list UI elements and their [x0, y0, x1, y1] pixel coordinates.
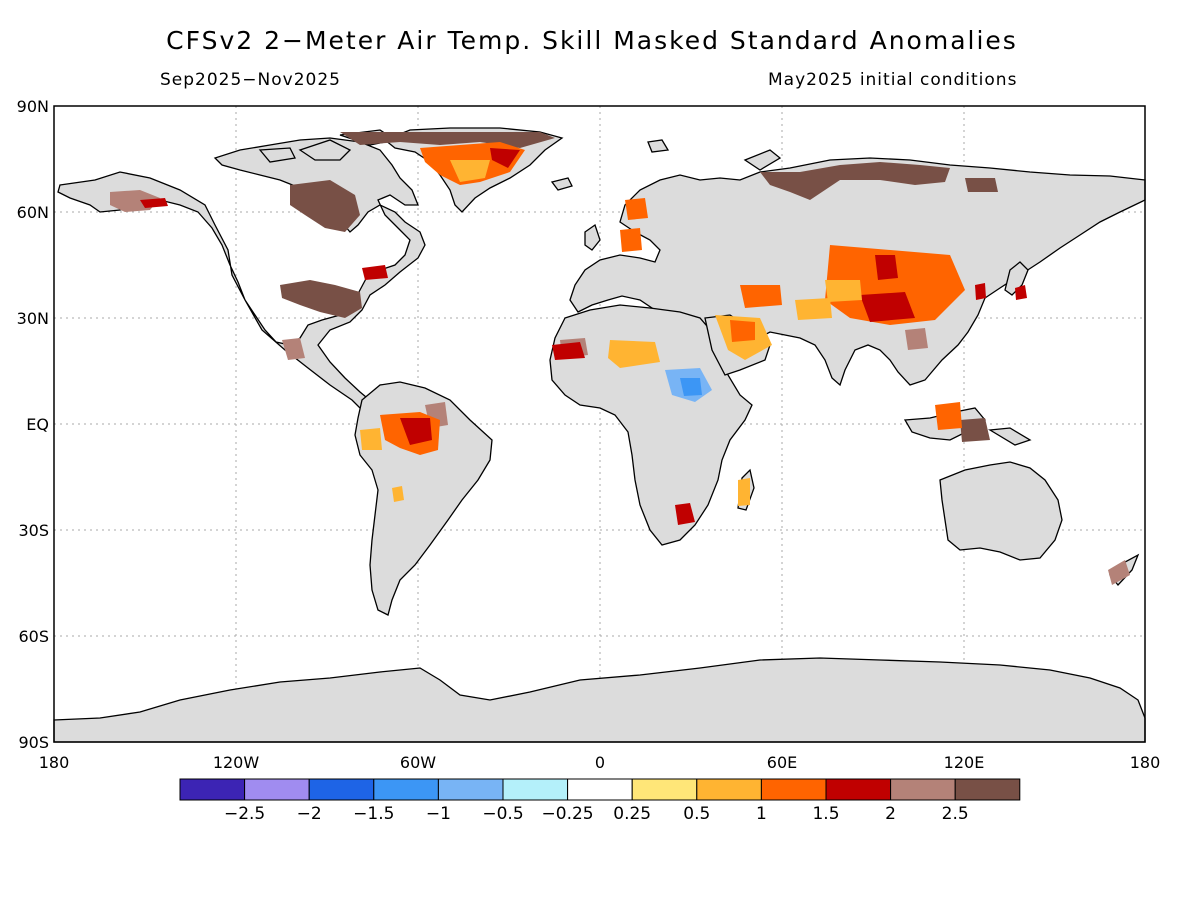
colorbar-swatch: [631, 778, 698, 801]
colorbar-swatch: [760, 778, 827, 801]
anomaly-brazil-south: [392, 486, 404, 502]
anomaly-se-asia-brown: [905, 328, 928, 350]
colorbar-swatch: [244, 778, 310, 801]
anomaly-us-east: [280, 280, 362, 318]
anomaly-sahara: [608, 340, 660, 368]
anomaly-borneo: [935, 402, 962, 430]
anomaly-amazon-red: [400, 418, 432, 445]
anomaly-west-africa-red: [552, 342, 585, 360]
anomaly-greenland-light: [450, 160, 490, 182]
antarctica: [53, 657, 1146, 743]
lon-label: 180: [1130, 753, 1161, 772]
lat-label: 30N: [17, 309, 49, 328]
anomaly-korea: [975, 283, 986, 300]
lon-label: 0: [595, 753, 605, 772]
colorbar-label: −2: [297, 804, 322, 824]
lon-label: 60W: [400, 753, 436, 772]
anomaly-iran: [740, 285, 782, 308]
colorbar-swatch: [696, 778, 762, 801]
colorbar-label: −0.25: [542, 804, 594, 824]
colorbar-label: −1: [426, 804, 451, 824]
colorbar-label: −1.5: [353, 804, 394, 824]
anomaly-east-siberia: [965, 178, 998, 192]
colorbar-label: 2.5: [942, 804, 969, 824]
anomaly-siberia: [760, 162, 950, 200]
lon-label: 120E: [944, 753, 985, 772]
anomaly-south-africa: [675, 503, 695, 525]
colorbar-swatch: [437, 778, 504, 801]
colorbar-label: −2.5: [224, 804, 265, 824]
anomaly-india-west: [795, 298, 832, 320]
iceland: [550, 177, 573, 191]
anomaly-china-red2: [875, 255, 898, 280]
anomaly-nz-brown: [1108, 560, 1130, 585]
africa: [549, 304, 753, 546]
lat-label: 90S: [18, 733, 49, 752]
colorbar-swatch: [890, 778, 956, 801]
anomaly-mexico-brown: [282, 338, 305, 360]
anomaly-sudan-cold-core: [680, 378, 702, 396]
anomaly-china-red: [860, 292, 915, 322]
colorbar-label: 0.25: [613, 804, 651, 824]
colorbar-swatch: [179, 778, 246, 801]
map-title: CFSv2 2−Meter Air Temp. Skill Masked Sta…: [166, 26, 1018, 55]
colorbar-label: 1.5: [812, 804, 839, 824]
australia: [939, 461, 1063, 561]
anomaly-alaska-red: [140, 198, 168, 208]
colorbar-swatch: [373, 778, 439, 801]
colorbar-label: 2: [885, 804, 896, 824]
arctic-archipelagos: [647, 139, 782, 171]
anomaly-new-guinea-brown: [960, 418, 990, 442]
colorbar-swatch: [954, 778, 1021, 801]
lat-label: 30S: [18, 521, 49, 540]
colorbar-swatch: [825, 778, 892, 801]
anomaly-amazon-light: [360, 428, 382, 450]
colorbar-swatch: [567, 778, 633, 801]
anomaly-madagascar: [738, 478, 750, 506]
colorbar-swatch: [502, 778, 569, 801]
lat-label: 60N: [17, 203, 49, 222]
lon-label: 60E: [767, 753, 797, 772]
anomaly-europe: [620, 228, 642, 252]
plot-frame: [53, 105, 1146, 743]
colorbar-label: −0.5: [482, 804, 523, 824]
initial-conditions: May2025 initial conditions: [768, 70, 1018, 90]
anomaly-great-lakes: [362, 265, 388, 280]
british-isles: [584, 223, 601, 251]
lat-label: EQ: [26, 415, 49, 434]
anomaly-china: [825, 245, 965, 325]
lat-label: 90N: [17, 97, 49, 116]
colorbar-swatch: [308, 778, 375, 801]
anomaly-arabia-orange: [730, 320, 755, 342]
colorbar-legend: −2.5 −2 −1.5 −1 −0.5 −0.25 0.25 0.5 1 1.5 2 2.5: [179, 778, 1021, 824]
anomaly-scandinavia: [625, 198, 648, 220]
forecast-period: Sep2025−Nov2025: [160, 70, 341, 90]
anomaly-patches: [110, 132, 1130, 585]
anomaly-japan: [1015, 285, 1027, 300]
longitude-labels: 180 120W 60W 0 60E 120E 180: [39, 753, 1161, 772]
lon-label: 120W: [213, 753, 260, 772]
latitude-labels: 90N 60N 30N EQ 30S 60S 90S: [17, 97, 49, 752]
lat-label: 60S: [18, 627, 49, 646]
japan: [1004, 261, 1029, 296]
anomaly-canada: [290, 180, 360, 232]
colorbar-label: 1: [756, 804, 767, 824]
colorbar-label: 0.5: [683, 804, 710, 824]
anomaly-greenland-red: [490, 148, 520, 168]
anomaly-china-light: [825, 280, 862, 302]
lon-label: 180: [39, 753, 70, 772]
